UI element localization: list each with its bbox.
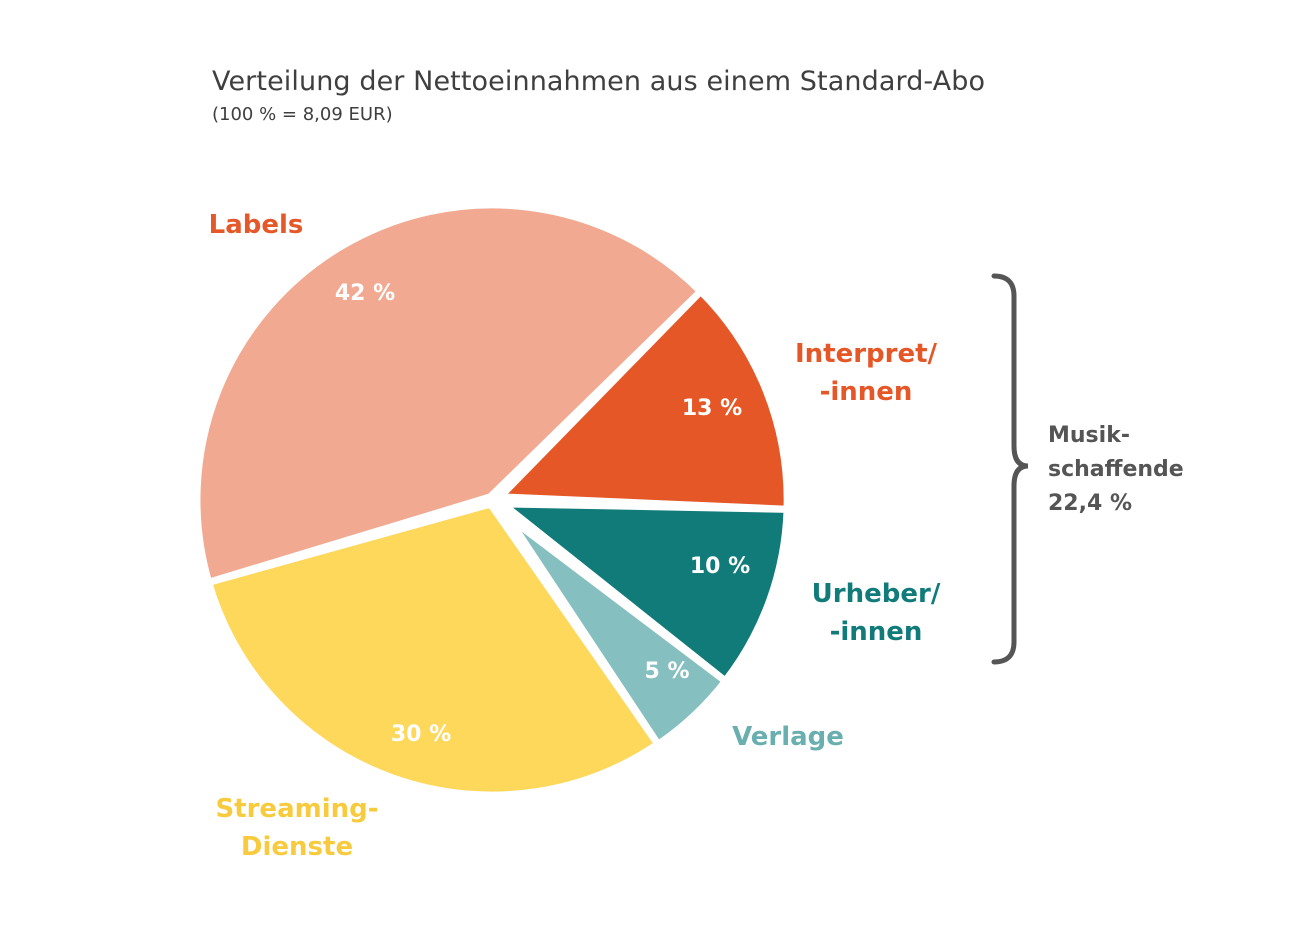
group-label-musikschaffende: Musik-schaffende22,4 % [1048, 423, 1184, 516]
value-label-streaming: 30 % [391, 722, 451, 747]
category-label-labels: Labels [209, 210, 304, 240]
value-label-verlage: 5 % [644, 659, 689, 684]
category-label-verlage: Verlage [732, 722, 844, 752]
value-label-urheber: 10 % [690, 554, 750, 579]
value-label-labels: 42 % [335, 281, 395, 306]
bracket-musikschaffende [994, 276, 1028, 662]
category-label-interpreten: Interpret/-innen [795, 339, 938, 407]
value-label-interpreten: 13 % [682, 396, 742, 421]
pie-chart: 13 % 10 % 5 % 30 % 42 % Interpret/-innen Urhe… [0, 0, 1306, 930]
category-label-urheber: Urheber/-innen [812, 579, 941, 647]
category-label-streaming: Streaming-Dienste [215, 794, 378, 862]
